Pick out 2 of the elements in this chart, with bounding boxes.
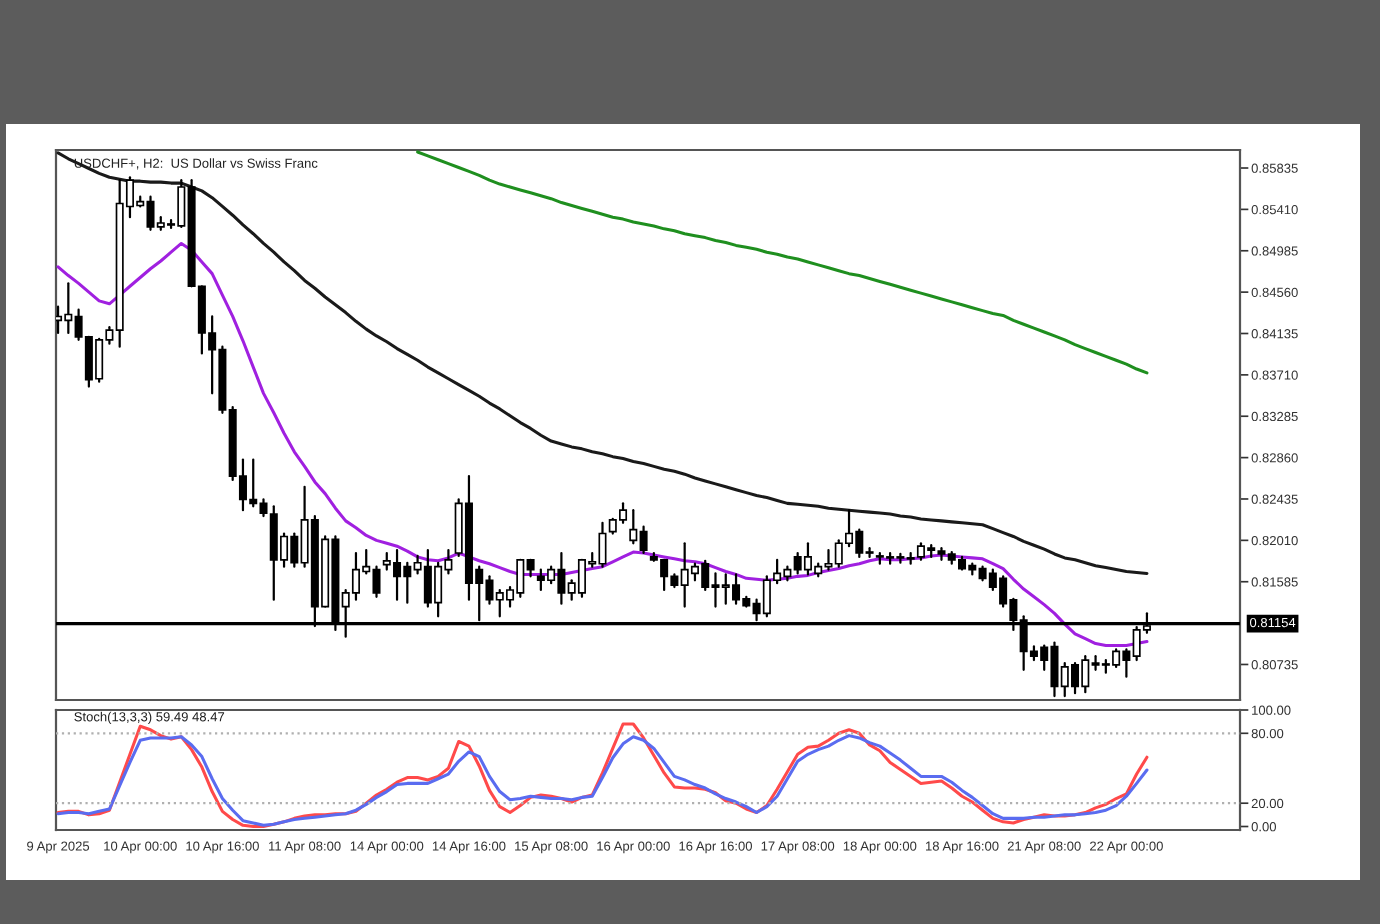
line-series bbox=[416, 150, 1149, 375]
line-series bbox=[56, 151, 1149, 575]
